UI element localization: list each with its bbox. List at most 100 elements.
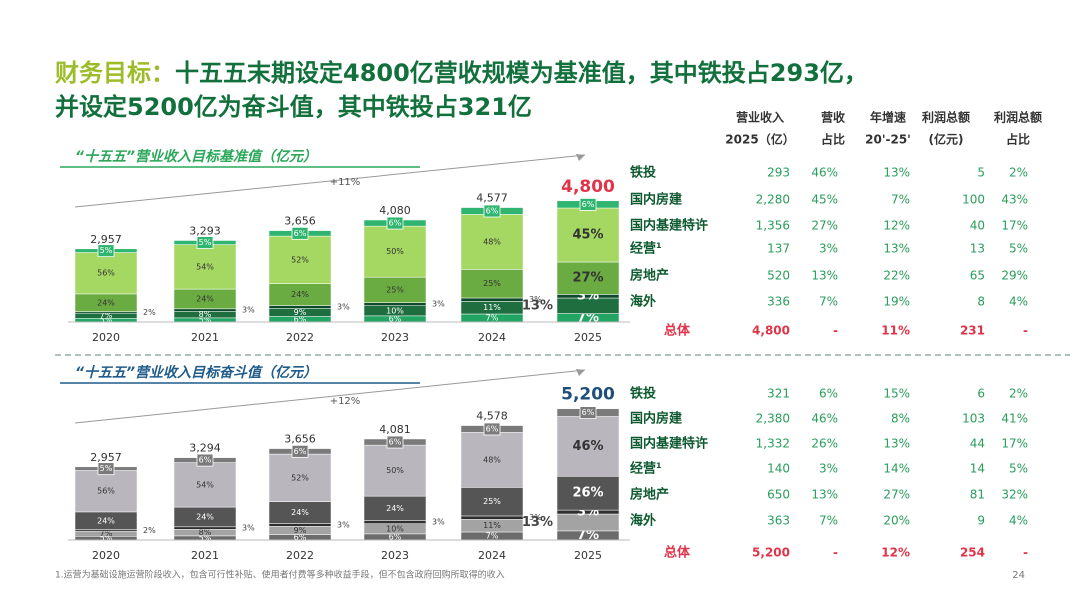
table-cell-total: 231 (960, 324, 985, 338)
segment-label: 6% (486, 424, 499, 433)
segment-label: 7% (100, 529, 113, 538)
table-cell: 5 (977, 166, 985, 180)
table-cell: 40 (970, 219, 985, 233)
bar-segment (363, 225, 427, 278)
row-label: 国内房建 (630, 192, 682, 208)
table-cell-total: 254 (960, 546, 985, 560)
table-cell: 81 (970, 488, 985, 502)
total-label: 3,293 (189, 224, 221, 237)
total-label: 4,080 (379, 204, 411, 217)
table-header: 利润总额 (994, 110, 1042, 125)
table-cell-total: 4,800 (752, 324, 790, 338)
bar-segment (173, 308, 237, 312)
segment-label: 26% (572, 486, 603, 501)
table-cell: 3% (819, 242, 838, 256)
bar-segment (363, 302, 427, 306)
row-label: 经营¹ (630, 461, 662, 477)
table-header: 20'-25' (865, 133, 911, 147)
table-cell: 13% (883, 166, 910, 180)
segment-label: 3% (432, 300, 445, 309)
table-cell-total: 11% (881, 324, 910, 338)
table-cell-total: - (1023, 546, 1028, 560)
segment-label: 9% (294, 308, 307, 317)
table-cell: 43% (1001, 193, 1028, 207)
label-box (483, 422, 501, 436)
segment-label: 10% (386, 524, 404, 533)
table-cell: 2% (1009, 166, 1028, 180)
row-label: 国内基建特许 (630, 436, 708, 452)
segment-label: 50% (386, 247, 404, 256)
table-cell: 14% (883, 462, 910, 476)
segment-label: 6% (389, 314, 402, 323)
bar-segment (268, 453, 332, 502)
footnote: 1.运营为基础设施运营阶段收入，包含可行性补贴、使用者付费等多种收益手段，但不包… (55, 569, 505, 581)
label-box (97, 462, 115, 476)
bar-segment (460, 269, 524, 299)
label-box (579, 406, 597, 420)
table-header: (亿元) (929, 132, 964, 147)
row-label: 铁投 (629, 386, 656, 402)
segment-label: 6% (294, 447, 307, 456)
table-cell: 7% (819, 295, 838, 309)
bar-segment (460, 297, 524, 302)
bar-segment (173, 526, 237, 530)
table-cell: 20% (883, 514, 910, 528)
trend-arrowhead (576, 369, 585, 376)
label-box (196, 236, 214, 249)
total-label: 4,800 (561, 177, 615, 197)
label-box (291, 444, 309, 458)
segment-label: 5% (100, 464, 113, 473)
table-cell: 26% (811, 437, 838, 451)
segment-label: 6% (294, 315, 307, 324)
x-tick-label: 2023 (381, 331, 409, 344)
table-cell: 13% (811, 488, 838, 502)
segment-label: 5% (100, 316, 113, 325)
segment-label: 6% (389, 532, 402, 541)
segment-label: 27% (572, 271, 603, 286)
table-cell: 1,332 (756, 437, 790, 451)
table-cell: 29% (1001, 269, 1028, 283)
row-label: 海外 (630, 513, 656, 529)
bar-segment (74, 252, 138, 295)
segment-label: 52% (291, 473, 309, 482)
segment-label: 2% (143, 526, 156, 535)
table-cell: 12% (883, 219, 910, 233)
table-cell: 15% (883, 387, 910, 401)
row-label: 铁投 (629, 165, 656, 181)
segment-label: 6% (199, 456, 212, 465)
table-cell: 336 (767, 295, 790, 309)
table-cell: 363 (767, 514, 790, 528)
segment-label: 3% (242, 524, 255, 533)
segment-label: 48% (483, 455, 501, 464)
table-cell: 650 (767, 488, 790, 502)
table-cell: 32% (1001, 488, 1028, 502)
table-cell: 2,280 (756, 193, 790, 207)
label-box (97, 244, 115, 258)
label-box (483, 204, 501, 218)
title-line: 十五五末期设定4800亿营收规模为基准值，其中铁投占293亿， (175, 59, 868, 87)
row-label: 海外 (630, 294, 656, 310)
table-cell: 17% (1001, 437, 1028, 451)
label-box (386, 216, 404, 230)
segment-label: 46% (572, 439, 603, 454)
row-label: 国内基建特许 (630, 218, 708, 234)
table-cell: 6 (977, 387, 985, 401)
bar-segment (460, 432, 524, 488)
total-label: 3,656 (284, 215, 316, 228)
segment-label: 50% (386, 466, 404, 475)
table-cell: 5% (1009, 462, 1028, 476)
page-number: 24 (1012, 570, 1025, 581)
total-row-label: 总体 (664, 545, 691, 561)
x-tick-label: 2023 (381, 549, 409, 562)
table-cell: 6% (819, 387, 838, 401)
total-label: 3,294 (189, 442, 221, 455)
bar-segment (74, 470, 138, 513)
segment-label: 3% (529, 513, 542, 522)
total-row-label: 总体 (664, 323, 691, 339)
table-cell: 45% (811, 193, 838, 207)
segment-label: 8% (199, 310, 212, 319)
total-label: 4,578 (476, 410, 508, 423)
table-header: 年增速 (870, 110, 906, 125)
segment-label: 11% (483, 521, 501, 530)
segment-label: 25% (483, 279, 501, 288)
